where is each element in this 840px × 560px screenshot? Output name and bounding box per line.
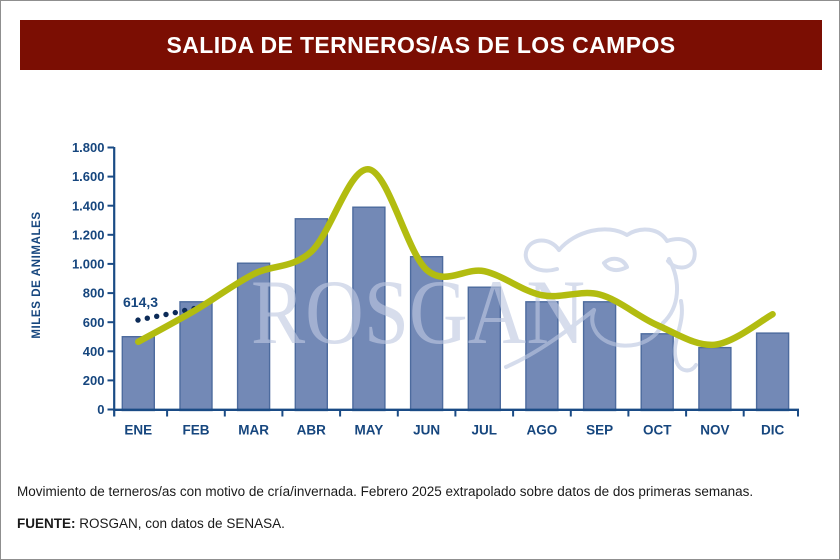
x-axis-label-nov: NOV [700,423,729,438]
footer-note: Movimiento de terneros/as con motivo de … [17,484,754,499]
bar-dic [755,332,790,412]
x-axis-label-ago: AGO [527,423,558,438]
x-axis-label-ene: ENE [124,423,152,438]
y-tick-label: 600 [83,315,105,330]
cow-watermark-icon [504,227,698,373]
bar-feb [179,301,213,412]
bars-layer [121,206,790,412]
footer-source-label: FUENTE: [17,516,76,531]
x-axis-label-jul: JUL [472,423,498,438]
bar-sep [582,301,617,412]
watermark-text: ROSGAN [251,261,585,363]
extrapolation-dot [172,309,178,316]
footer-source-text: ROSGAN, con datos de SENASA. [75,516,285,531]
y-tick-label: 1.400 [72,198,105,213]
y-tick-label: 1.800 [72,140,105,155]
trend-line-layer [135,166,776,348]
header-banner: SALIDA DE TERNEROS/AS DE LOS CAMPOS [20,20,822,70]
x-axis-label-dic: DIC [761,423,785,438]
x-axis-label-feb: FEB [183,423,210,438]
bar-mar [236,262,271,412]
x-axis-label-jun: JUN [413,423,440,438]
extrapolation-dot [135,317,141,323]
x-axis-label-mar: MAR [238,423,269,438]
y-tick-label: 400 [83,344,105,359]
y-tick-label: 200 [83,373,105,388]
extrapolation-dot [163,311,169,318]
bar-ene [121,336,156,412]
y-tick-label: 1.600 [72,169,105,184]
y-tick-label: 800 [83,286,105,301]
x-axis-label-oct: OCT [643,423,672,438]
trend-line [135,166,776,348]
extrapolation-dot [144,315,150,321]
footer: Movimiento de terneros/as con motivo de … [17,483,825,531]
extrapolation-dot [154,313,160,319]
y-tick-label: 0 [97,402,104,417]
bar-jul [467,286,501,412]
bar-jun [409,255,444,412]
x-axis-label-abr: ABR [297,423,326,438]
axes-layer: 1.800 1.600 1.400 1.200 1.000 800 600 400 200 0 EN… [72,140,799,438]
page-title: SALIDA DE TERNEROS/AS DE LOS CAMPOS [166,31,676,58]
bar-oct [640,333,674,412]
y-tick-label: 1.200 [72,227,105,242]
x-axis-label-may: MAY [355,423,384,438]
bar-nov [698,346,732,412]
watermark-layer: ROSGAN [251,227,698,373]
x-axis-label-sep: SEP [586,423,613,438]
bar-may [352,206,386,412]
footer-source: FUENTE: ROSGAN, con datos de SENASA. [17,516,825,531]
y-tick-label: 1.000 [72,257,105,272]
annotation-label: 614,3 [123,294,158,310]
